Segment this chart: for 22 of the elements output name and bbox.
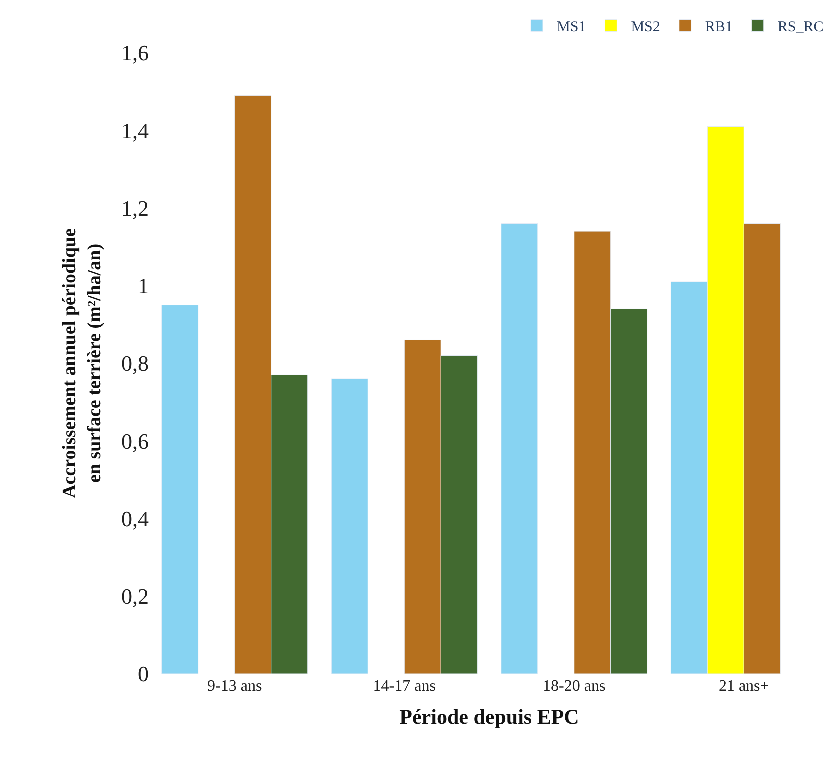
bar (501, 224, 538, 674)
y-tick-label: 0,6 (122, 428, 149, 454)
legend-label: RB1 (705, 20, 733, 36)
y-tick-label: 0,2 (122, 584, 149, 610)
legend-label: RS_RC (778, 20, 824, 36)
y-tick-label: 1,2 (122, 196, 149, 221)
bar (331, 378, 368, 674)
y-tick-label: 1,6 (122, 40, 149, 66)
x-tick-label: 9-13 ans (208, 678, 262, 695)
y-tick-label: 0,8 (122, 351, 149, 376)
y-tick-label: 0,4 (122, 506, 149, 532)
y-tick-label: 1,4 (122, 118, 149, 144)
y-axis-title: Accroissement annuel périodique en surface terrière (m²/ha/an) (60, 228, 106, 498)
x-axis-title: Période depuis EPC (400, 705, 580, 730)
x-tick-label: 14-17 ans (373, 678, 436, 695)
y-tick-label: 1 (138, 274, 149, 299)
x-tick-label: 21 ans+ (718, 678, 770, 695)
legend-label: MS2 (631, 20, 660, 36)
bar (162, 305, 199, 674)
legend-label: MS1 (557, 20, 586, 36)
y-tick-label: 0 (138, 662, 149, 687)
x-tick-label: 18-20 ans (543, 678, 606, 695)
